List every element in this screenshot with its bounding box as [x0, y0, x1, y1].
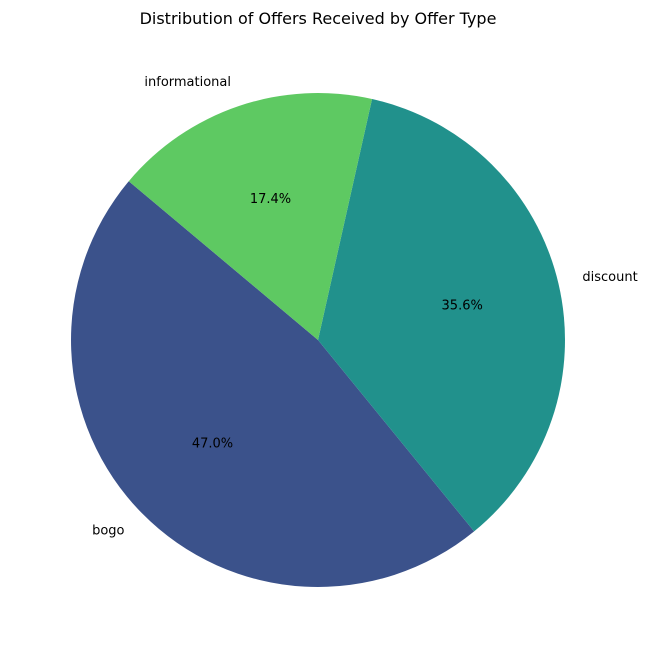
pie-slice-bogo [71, 181, 475, 587]
pie-slices [71, 93, 565, 587]
pie-slice-discount [318, 98, 565, 532]
slice-percent-discount: 35.6% [442, 299, 483, 314]
slice-label-discount: discount [582, 270, 637, 285]
slice-label-informational: informational [144, 75, 231, 90]
slice-percent-bogo: 47.0% [192, 437, 233, 452]
chart-title: Distribution of Offers Received by Offer… [140, 9, 497, 28]
slice-percent-informational: 17.4% [250, 192, 291, 207]
pie-labels: bogo 47.0% discount 35.6% informational 17.4% [92, 75, 638, 538]
slice-label-bogo: bogo [92, 523, 124, 538]
pie-slice-informational [128, 93, 373, 340]
